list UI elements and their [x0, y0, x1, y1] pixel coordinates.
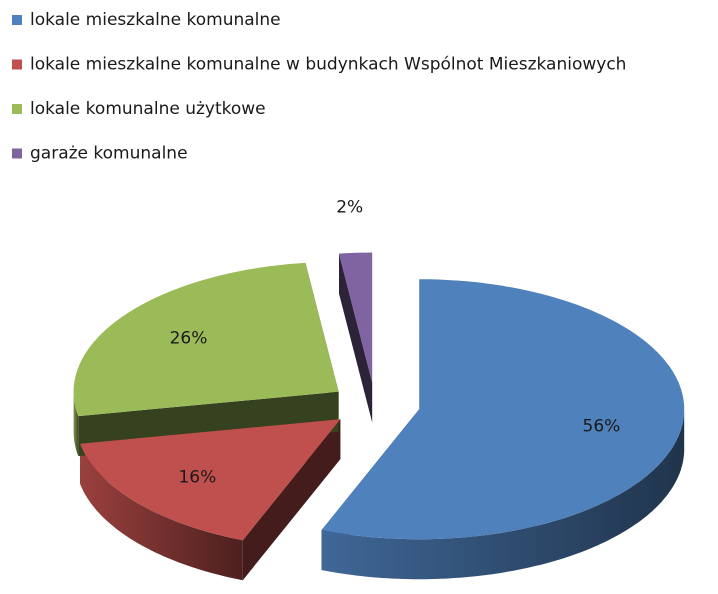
legend-swatch — [12, 15, 22, 25]
slice-side — [339, 253, 373, 423]
data-label: 2% — [336, 197, 363, 217]
legend-label: lokale mieszkalne komunalne — [30, 10, 281, 30]
data-label: 26% — [170, 328, 208, 348]
legend-swatch — [12, 59, 22, 70]
slice-wall — [73, 391, 79, 457]
legend-label: lokale komunalne użytkowe — [30, 99, 266, 119]
slice-wall — [80, 443, 243, 581]
legend-label: garaże komunalne — [30, 144, 188, 164]
data-label: 56% — [583, 416, 621, 436]
legend-swatch — [12, 148, 22, 159]
slice-wall — [321, 409, 685, 580]
slice — [80, 419, 341, 541]
legend-label: lokale mieszkalne komunalne w budynkach … — [30, 55, 626, 75]
slice — [73, 262, 339, 417]
legend-swatch — [12, 104, 22, 114]
slice — [339, 252, 373, 383]
data-label: 16% — [178, 467, 216, 487]
slice — [321, 279, 685, 540]
